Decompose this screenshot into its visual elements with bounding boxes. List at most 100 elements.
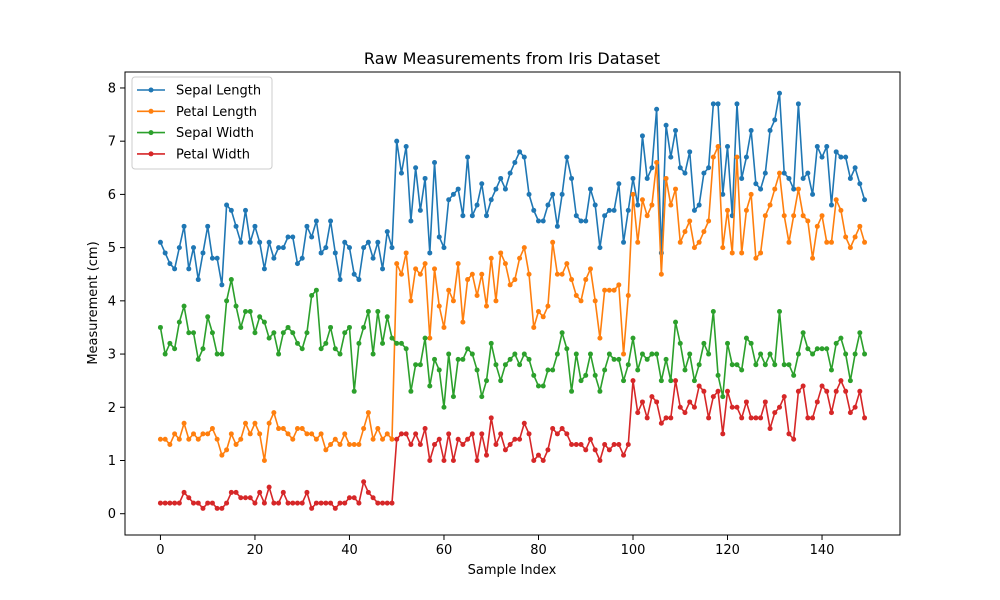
legend-label: Sepal Length — [176, 84, 261, 99]
data-point-petal-length — [243, 420, 248, 426]
data-point-sepal-width — [715, 372, 721, 378]
data-point-sepal-length — [743, 154, 749, 160]
data-point-sepal-width — [432, 356, 438, 362]
plot-frame — [124, 71, 901, 536]
data-point-sepal-length — [824, 144, 830, 150]
data-point-petal-width — [195, 500, 201, 506]
data-point-petal-width — [668, 415, 674, 421]
data-point-petal-width — [186, 495, 192, 501]
data-point-petal-width — [611, 442, 617, 448]
data-point-sepal-length — [243, 207, 248, 213]
data-point-sepal-width — [384, 314, 390, 320]
data-point-petal-width — [422, 426, 428, 432]
data-point-sepal-width — [687, 351, 693, 357]
data-point-sepal-width — [696, 362, 702, 368]
data-point-petal-length — [186, 436, 192, 442]
x-tick-label: 40 — [341, 543, 358, 558]
data-point-petal-length — [361, 426, 367, 432]
data-point-petal-length — [389, 436, 395, 442]
data-point-petal-width — [346, 495, 352, 501]
data-point-petal-length — [729, 250, 735, 256]
data-point-sepal-width — [819, 346, 825, 352]
data-point-petal-width — [332, 505, 338, 511]
data-point-petal-width — [696, 383, 702, 389]
data-point-petal-length — [172, 431, 178, 437]
data-point-sepal-width — [417, 362, 423, 368]
series-sepal-length — [157, 90, 868, 288]
data-point-petal-length — [191, 431, 197, 437]
series-line-sepal-width — [159, 278, 866, 409]
data-point-petal-length — [162, 436, 168, 442]
data-point-sepal-width — [814, 346, 820, 352]
data-point-petal-length — [843, 234, 849, 240]
data-point-sepal-width — [346, 324, 352, 330]
data-point-petal-length — [720, 245, 726, 251]
data-point-petal-length — [828, 239, 834, 245]
data-point-petal-width — [342, 500, 348, 506]
data-point-petal-width — [432, 442, 438, 448]
data-point-sepal-length — [304, 223, 310, 229]
data-point-sepal-length — [337, 277, 343, 283]
data-point-sepal-length — [710, 101, 716, 107]
data-point-petal-length — [517, 255, 523, 261]
data-point-petal-width — [370, 495, 376, 501]
data-point-sepal-length — [587, 186, 593, 192]
legend-swatch-marker — [148, 130, 154, 136]
data-point-sepal-width — [644, 356, 650, 362]
data-point-sepal-length — [346, 245, 352, 251]
data-point-petal-width — [498, 431, 504, 437]
data-point-sepal-width — [710, 308, 716, 314]
x-tick-label: 120 — [715, 543, 740, 558]
data-point-petal-length — [417, 271, 423, 277]
data-point-petal-width — [777, 404, 782, 410]
data-point-petal-length — [725, 207, 731, 213]
data-point-sepal-length — [682, 170, 688, 176]
data-point-petal-width — [781, 394, 787, 400]
data-point-sepal-length — [380, 266, 386, 272]
data-point-sepal-width — [862, 351, 868, 357]
data-point-sepal-length — [427, 250, 433, 256]
data-point-petal-length — [838, 207, 844, 213]
series-layer — [157, 90, 868, 511]
data-point-petal-length — [195, 436, 201, 442]
data-point-petal-length — [753, 255, 759, 261]
data-point-sepal-length — [351, 271, 357, 277]
data-point-sepal-length — [488, 197, 494, 203]
data-point-sepal-width — [276, 351, 282, 357]
data-point-petal-width — [559, 426, 565, 432]
data-point-sepal-length — [465, 154, 471, 160]
data-point-sepal-width — [375, 308, 381, 314]
data-point-sepal-length — [450, 191, 456, 197]
data-point-sepal-width — [630, 335, 636, 341]
data-point-petal-width — [625, 442, 631, 448]
data-point-petal-width — [838, 378, 844, 384]
data-point-sepal-width — [720, 394, 726, 400]
data-point-petal-width — [824, 388, 830, 394]
data-point-sepal-length — [621, 239, 627, 245]
data-point-sepal-length — [290, 234, 296, 240]
data-point-sepal-width — [531, 372, 537, 378]
data-point-petal-width — [280, 489, 286, 495]
data-point-sepal-length — [521, 154, 527, 160]
data-point-petal-length — [271, 410, 277, 416]
data-point-petal-length — [337, 442, 343, 448]
data-point-sepal-length — [639, 133, 645, 139]
data-point-sepal-width — [635, 367, 641, 373]
data-point-sepal-width — [852, 351, 858, 357]
x-tick-label: 140 — [810, 543, 835, 558]
data-point-petal-width — [304, 489, 310, 495]
data-point-petal-width — [181, 489, 187, 495]
data-point-petal-length — [342, 431, 348, 437]
data-point-sepal-length — [181, 223, 187, 229]
data-point-sepal-length — [507, 170, 513, 176]
data-point-petal-length — [512, 277, 518, 283]
data-point-petal-length — [569, 277, 575, 283]
data-point-sepal-length — [673, 128, 679, 134]
data-point-sepal-width — [162, 351, 168, 357]
data-point-sepal-length — [663, 122, 669, 128]
data-point-petal-width — [729, 404, 735, 410]
data-point-petal-length — [394, 261, 400, 267]
data-point-sepal-length — [767, 128, 773, 134]
data-point-petal-width — [328, 500, 334, 506]
